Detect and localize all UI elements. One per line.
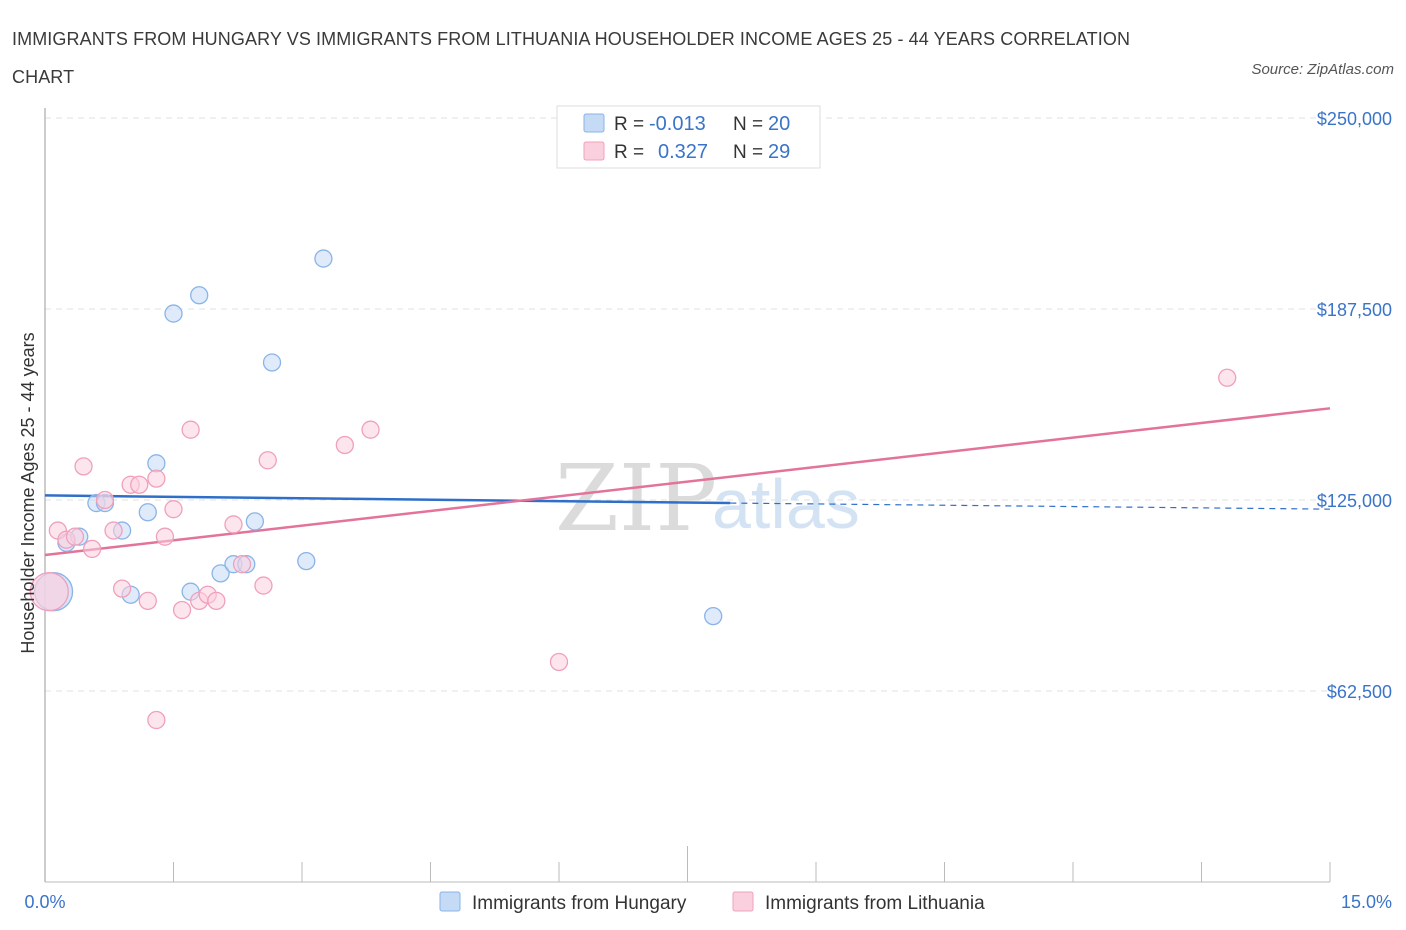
point-series0-7: [138, 503, 157, 522]
point-series1-6: [95, 490, 115, 510]
point-series0-12: [211, 564, 230, 583]
point-series1-15: [164, 500, 183, 519]
legend-item-hungary: Immigrants from Hungary: [472, 893, 687, 914]
point-series1-25: [335, 435, 354, 455]
point-series1-22: [232, 555, 252, 574]
point-series1-8: [112, 579, 132, 598]
data-points: [29, 249, 1237, 730]
chart-title: IMMIGRANTS FROM HUNGARY VS IMMIGRANTS FR…: [12, 29, 1131, 87]
y-tick-label-2: $187,500: [1317, 300, 1392, 320]
point-series1-26: [361, 420, 380, 439]
point-series0-9: [164, 304, 183, 323]
legend-r-value-2: 0.327: [658, 141, 708, 163]
x-tick-min: 0.0%: [24, 892, 65, 912]
point-series0-15: [245, 512, 265, 531]
chart-source: Source: ZipAtlas.com: [1251, 61, 1394, 78]
legend-r-value-1: -0.013: [649, 113, 706, 135]
legend-swatch-lithuania: [583, 141, 605, 161]
point-series1-23: [254, 576, 273, 595]
gridlines: [45, 117, 1330, 692]
point-series1-13: [147, 710, 166, 730]
trendline-1: [44, 407, 1331, 557]
point-series1-24: [258, 451, 277, 470]
point-series1-4: [74, 457, 93, 476]
point-series0-16: [262, 353, 282, 372]
point-series1-21: [224, 515, 243, 534]
point-series1-28: [1218, 368, 1237, 387]
point-series1-5: [82, 539, 102, 559]
point-series0-17: [297, 551, 316, 571]
legend-r-label-1: R =: [614, 114, 644, 135]
legend-n-value-1: 20: [768, 113, 790, 135]
point-series0-18: [314, 249, 333, 268]
watermark: ZIP atlas: [555, 445, 860, 552]
point-series1-20: [207, 591, 226, 610]
watermark-zip: ZIP: [555, 445, 717, 552]
legend-r-label-2: R =: [614, 142, 644, 163]
point-series1-7: [104, 521, 123, 540]
legend-n-label-2: N =: [733, 142, 763, 163]
point-series1-3: [65, 527, 85, 546]
point-series1-16: [172, 600, 192, 620]
y-tick-labels: $62,500 $125,000 $187,500 $250,000: [1317, 109, 1392, 702]
x-axis-ticks: [44, 846, 1331, 882]
point-series1-10: [130, 475, 149, 494]
x-tick-max: 15.0%: [1341, 892, 1392, 912]
trendline-0: [44, 494, 731, 505]
point-series1-11: [138, 591, 157, 610]
y-tick-label-0: $62,500: [1327, 682, 1392, 702]
point-series0-11: [190, 286, 209, 305]
trendline-extension-0: [730, 502, 1331, 510]
legend-n-label-1: N =: [733, 114, 763, 135]
y-tick-label-1: $125,000: [1317, 491, 1392, 511]
point-series0-8: [147, 454, 166, 473]
legend-item-lithuania-swatch: [732, 891, 754, 912]
point-series1-12: [147, 469, 166, 488]
point-series0-19: [704, 606, 723, 626]
legend-item-lithuania: Immigrants from Lithuania: [765, 893, 985, 914]
y-tick-label-3: $250,000: [1317, 109, 1392, 129]
point-series1-27: [549, 652, 569, 672]
axes: [44, 108, 1331, 883]
trendlines: [44, 407, 1331, 557]
point-series1-17: [181, 420, 200, 439]
legend-item-hungary-swatch: [439, 891, 461, 912]
point-series1-14: [155, 527, 175, 546]
point-series1-0: [29, 572, 69, 612]
legend-swatch-hungary: [583, 113, 605, 133]
y-axis-label: Householder Income Ages 25 - 44 years: [18, 332, 38, 653]
legend-n-value-2: 29: [768, 141, 790, 163]
correlation-legend: R = -0.013 N = 20 R = 0.327 N = 29: [556, 105, 821, 169]
series-legend: Immigrants from Hungary Immigrants from …: [439, 891, 985, 914]
